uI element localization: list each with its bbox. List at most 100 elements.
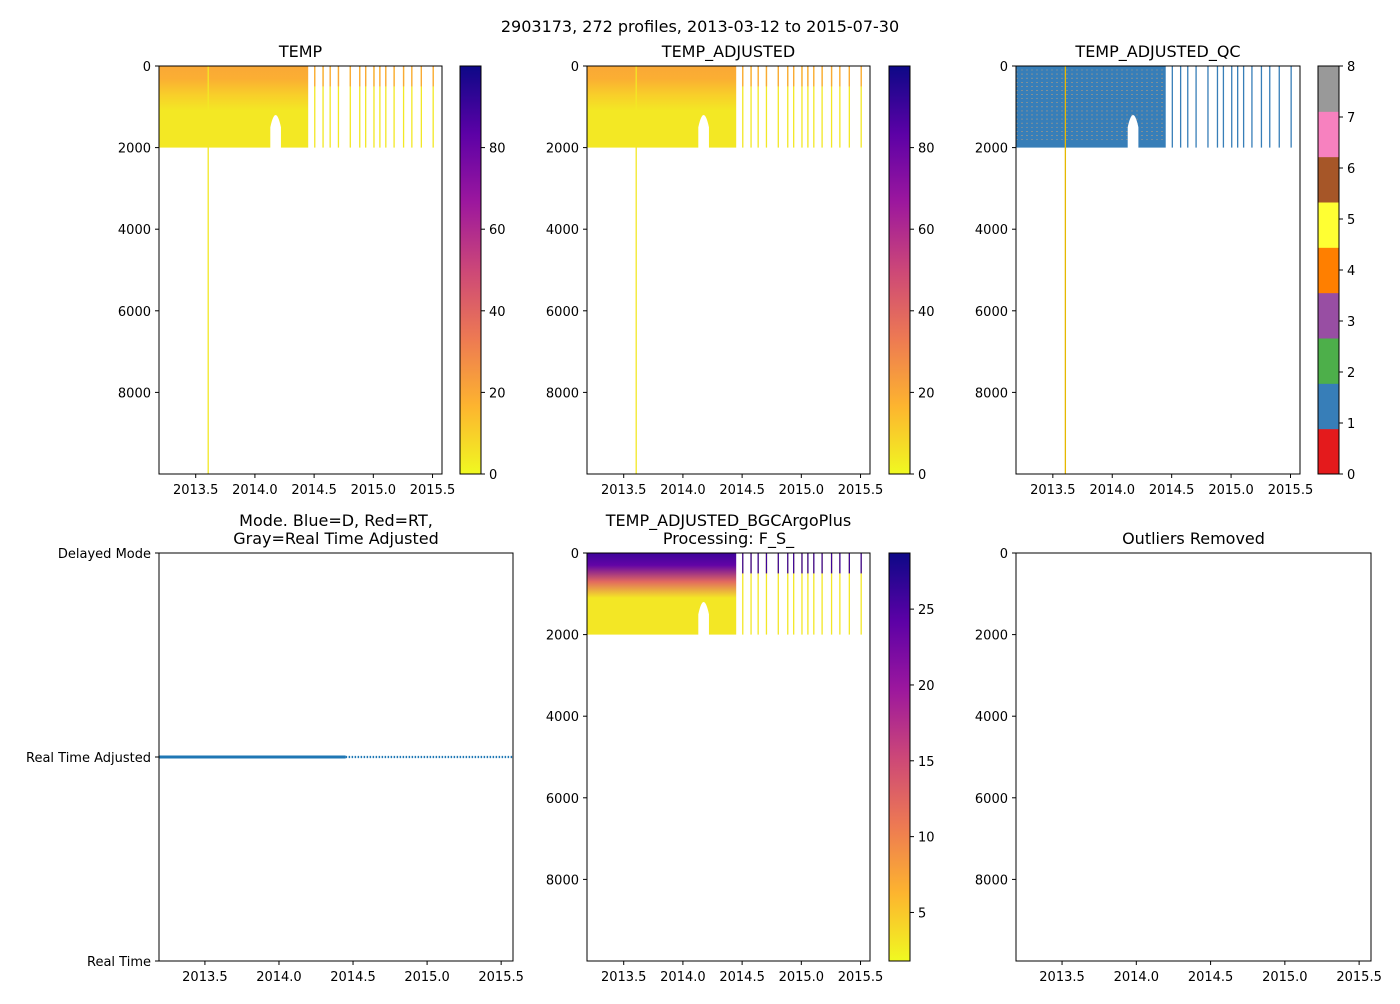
- profile-line: [432, 66, 434, 148]
- x-tick-label: 2014.0: [1114, 970, 1160, 985]
- qc-dense-block: [1016, 66, 1166, 148]
- panel-temp_adjusted_qc: TEMP_ADJUSTED_QC 2013.5 2014.0 2014.5 2015.0…: [975, 42, 1355, 498]
- x-tick-label: 2015.0: [779, 970, 825, 985]
- profile-line: [830, 553, 833, 635]
- profile-surface: [765, 66, 768, 87]
- profile-surface: [777, 66, 779, 87]
- panel-title: TEMP_ADJUSTED_QC: [1074, 42, 1240, 62]
- profile-line: [1179, 66, 1182, 148]
- profile-line: [793, 553, 795, 635]
- profile-line: [379, 66, 381, 148]
- profile-surface: [385, 66, 387, 87]
- profile-surface: [777, 553, 779, 574]
- profile-line: [1290, 66, 1292, 148]
- colorbar-tick-label: 10: [918, 831, 935, 846]
- y-tick-label: 4000: [546, 223, 579, 238]
- figure-suptitle: 2903173, 272 profiles, 2013-03-12 to 201…: [501, 17, 899, 36]
- y-tick-label: 2000: [118, 142, 151, 157]
- y-tick-label: Real Time: [87, 955, 151, 970]
- y-tick-label: 0: [1000, 60, 1008, 75]
- profile-line: [349, 66, 351, 148]
- colorbar-tick-label: 15: [918, 755, 935, 770]
- profile-surface: [402, 66, 405, 87]
- colorbar-frame: [888, 552, 911, 962]
- y-tick-label: 8000: [975, 873, 1008, 888]
- x-tick-label: 2015.0: [779, 483, 825, 498]
- profile-surface: [750, 553, 752, 574]
- x-tick-label: 2014.0: [660, 483, 706, 498]
- colorbar-tick-label: 0: [918, 468, 926, 483]
- panel-title-line2: Gray=Real Time Adjusted: [233, 529, 439, 548]
- profile-line: [1171, 66, 1173, 148]
- colorbar: 0 20 40 60 80: [888, 65, 935, 483]
- profile-line: [777, 553, 779, 635]
- panel-temp_adjusted: TEMP_ADJUSTED 2013.5 2014.0 2014.5 2015.0 201…: [546, 42, 935, 498]
- panel-temp: TEMP 2013.5 2014.0 2014.5 2015.0 2015.5 0 2000 4…: [118, 42, 506, 498]
- profile-line: [860, 553, 862, 635]
- colorbar: 5 10 15 20 25: [888, 552, 935, 962]
- x-tick-label: 2014.0: [1090, 483, 1136, 498]
- colorbar: 0 20 40 60 80: [459, 65, 506, 483]
- profile-surface: [807, 553, 809, 574]
- profile-surface: [349, 66, 351, 87]
- profile-line: [1242, 66, 1245, 148]
- profile-surface: [359, 66, 361, 87]
- profile-line: [821, 66, 823, 148]
- profile-surface: [848, 553, 850, 574]
- profile-surface: [787, 66, 789, 87]
- x-tick-label: 2014.5: [719, 483, 765, 498]
- profile-surface: [813, 66, 815, 87]
- x-tick-label: 2014.0: [256, 970, 302, 985]
- data-gap: [698, 114, 709, 149]
- x-tick-label: 2013.5: [1030, 483, 1076, 498]
- profile-line: [793, 66, 795, 148]
- y-tick-label: 8000: [118, 386, 151, 401]
- panel-title: Outliers Removed: [1122, 529, 1265, 548]
- profile-line: [830, 66, 833, 148]
- x-tick-label: 2013.5: [1039, 970, 1085, 985]
- profile-surface: [807, 66, 809, 87]
- profile-surface: [411, 66, 413, 87]
- y-tick-label: Delayed Mode: [58, 547, 151, 562]
- colorbar-tick-label: 4: [1347, 264, 1355, 279]
- y-tick-label: 6000: [975, 792, 1008, 807]
- x-tick-label: 2015.0: [351, 483, 397, 498]
- plot-area-temp: [159, 66, 434, 474]
- colorbar-tick-label: 80: [918, 142, 935, 157]
- profile-surface: [801, 66, 803, 87]
- profile-line: [1207, 66, 1209, 148]
- profile-line: [373, 66, 375, 148]
- profile-line: [801, 553, 803, 635]
- deep-profile-line: [1064, 66, 1067, 474]
- profile-line: [337, 66, 340, 148]
- profile-surface: [839, 553, 841, 574]
- panel-title: Mode. Blue=D, Red=RT,: [239, 511, 433, 530]
- profile-line: [813, 66, 815, 148]
- profile-line: [365, 66, 367, 148]
- x-tick-label: 2013.5: [182, 970, 228, 985]
- profile-line: [1269, 66, 1271, 148]
- profile-surface: [432, 66, 434, 87]
- profile-surface: [757, 553, 759, 574]
- profile-line: [420, 66, 422, 148]
- colorbar-tick-label: 40: [918, 305, 935, 320]
- colorbar-swatch: [1318, 202, 1339, 248]
- y-tick-label: 2000: [975, 629, 1008, 644]
- colorbar-swatch: [1318, 338, 1339, 384]
- profile-line: [1216, 66, 1219, 148]
- profile-line: [1231, 66, 1233, 148]
- profile-line: [757, 66, 759, 148]
- y-tick-label: 4000: [546, 710, 579, 725]
- colorbar-tick-label: 0: [1347, 468, 1355, 483]
- colorbar-frame: [459, 65, 482, 475]
- profile-surface: [793, 66, 795, 87]
- profile-surface: [393, 66, 395, 87]
- panel-mode: Mode. Blue=D, Red=RT,Gray=Real Time Adju…: [26, 511, 524, 985]
- x-tick-label: 2013.5: [601, 483, 647, 498]
- axes-frame: [158, 65, 443, 475]
- colorbar-swatch: [1318, 66, 1339, 112]
- y-tick-label: 0: [571, 547, 579, 562]
- y-tick-label: 6000: [546, 305, 579, 320]
- y-tick-label: 0: [571, 60, 579, 75]
